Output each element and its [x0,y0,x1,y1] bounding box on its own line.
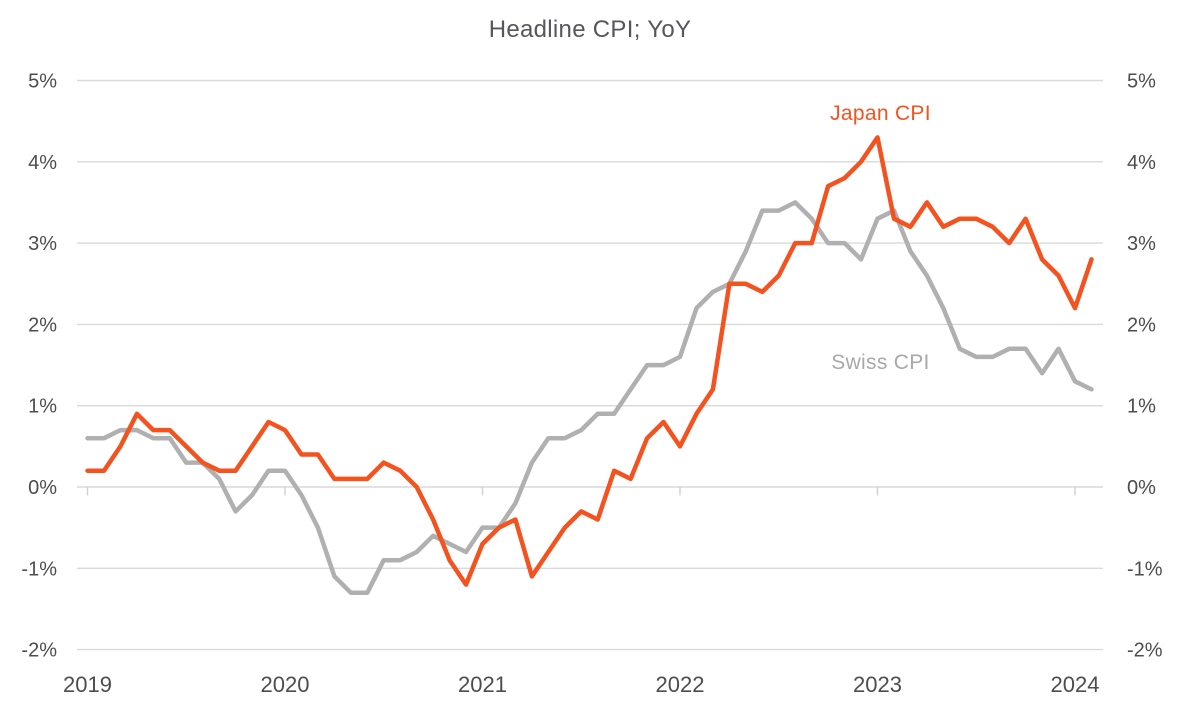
x-axis-label: 2023 [853,672,902,697]
y-axis-label-left: -1% [21,558,57,580]
y-axis-label-left: 1% [28,396,57,418]
x-axis-label: 2022 [656,672,705,697]
x-axis-label: 2019 [63,672,112,697]
x-axis-label: 2020 [261,672,310,697]
y-axis-label-left: -2% [21,640,57,662]
swiss-cpi-line [85,200,1094,595]
y-axis-label-right: -2% [1127,640,1163,662]
y-axis-label-right: 1% [1127,396,1156,418]
y-axis-label-right: -1% [1127,558,1163,580]
x-axis-label: 2021 [458,672,507,697]
x-axis-label: 2024 [1051,672,1100,697]
y-axis-label-left: 2% [28,314,57,336]
japan-cpi-series-label: Japan CPI [830,101,931,125]
y-axis-label-right: 0% [1127,477,1156,499]
y-axis-label-right: 5% [1127,71,1156,93]
y-axis-label-right: 2% [1127,314,1156,336]
y-axis-label-left: 4% [28,152,57,174]
y-axis-label-left: 3% [28,233,57,255]
japan-cpi-line [85,135,1094,587]
y-axis-label-right: 3% [1127,233,1156,255]
y-axis-label-right: 4% [1127,152,1156,174]
chart-title: Headline CPI; YoY [488,16,692,43]
y-axis-label-left: 0% [28,477,57,499]
swiss-cpi-series-label: Swiss CPI [831,350,930,374]
y-axis-label-left: 5% [28,71,57,93]
